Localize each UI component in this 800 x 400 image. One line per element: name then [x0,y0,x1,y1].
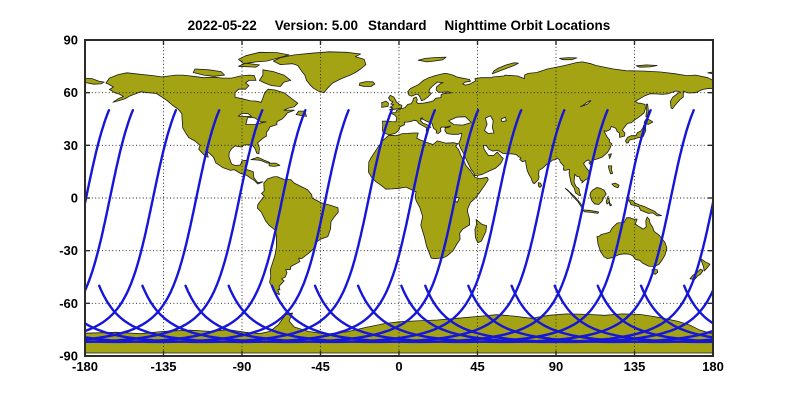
x-tick-label: -90 [233,359,252,374]
orbit-track [85,108,264,344]
orbit-track [771,110,800,342]
title-version: Version: 5.00 [274,18,359,33]
orbit-track [85,108,178,333]
x-tick-label: -45 [311,359,330,374]
landmass [272,51,367,94]
landmass [268,162,281,167]
orbit-track [467,284,713,344]
map-area [0,40,800,356]
landmass [381,100,389,108]
landmass [474,218,488,244]
landmass [381,61,713,197]
y-tick-label: -90 [59,349,78,364]
landmass [645,103,649,118]
inland-sea [448,116,472,126]
landmass [250,156,271,164]
landmass [607,165,614,175]
x-tick-label: -135 [150,359,176,374]
landmass [611,182,620,189]
x-tick-label: 0 [395,359,402,374]
orbit-track [510,284,713,344]
landmass [537,182,543,188]
inland-sea [580,100,592,108]
orbit-track [97,108,436,344]
y-tick-label: -30 [59,243,78,258]
y-tick-label: 90 [64,33,78,48]
landmass [417,56,447,63]
landmass [85,77,105,85]
orbit-track [596,284,713,343]
plot-title: 2022-05-22 Version: 5.00 Standard Nighttime… [85,18,713,33]
landmass [589,187,607,205]
orbit-track [85,108,111,210]
landmass [258,69,292,87]
landmass [707,71,713,75]
orbit-track [553,284,713,344]
x-tick-label: 135 [624,359,646,374]
orbit-track [0,110,66,342]
orbit-track [639,284,713,339]
orbit-track [424,284,713,344]
x-tick-label: 180 [702,359,724,374]
landmass [605,195,613,207]
orbit-track [683,284,713,325]
landmass [192,68,226,77]
orbit-track [85,108,307,344]
landmass [635,64,658,68]
landmass [627,198,662,217]
orbit-track [85,108,221,341]
x-tick-label: 90 [549,359,563,374]
landmass [368,132,489,260]
orbit-track [727,110,800,342]
orbit-track [85,108,393,344]
y-tick-label: 60 [64,85,78,100]
orbit-track [356,108,695,344]
y-tick-label: 0 [71,191,78,206]
landmass [491,62,519,75]
orbit-track [270,108,609,344]
landmass [388,94,403,111]
orbit-track [313,108,652,344]
x-tick-label: 45 [470,359,484,374]
landmass [238,62,260,68]
landmass [700,257,711,272]
orbit-track [85,108,135,294]
title-mode: Standard [368,18,427,33]
landmass [559,57,578,61]
landmass [105,72,299,185]
orbit-track [85,108,350,344]
landmass [256,176,339,296]
title-name: Nighttime Orbit Locations [444,18,611,33]
inland-sea [484,115,495,134]
orbit-track [184,108,523,344]
title-date: 2022-05-22 [187,18,257,33]
orbit-track [227,108,566,344]
landmass [608,153,612,159]
y-tick-label: -60 [59,296,78,311]
landmass [582,209,600,214]
landmass [358,81,376,87]
y-tick-label: 30 [64,138,78,153]
x-tick-label: -180 [72,359,98,374]
inland-sea [500,116,507,122]
orbit-track [141,108,480,344]
